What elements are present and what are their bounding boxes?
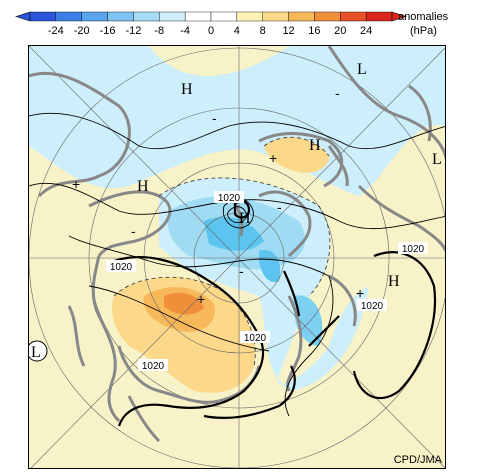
colorbar-cell (314, 11, 341, 22)
positive-anomaly-area (264, 137, 329, 173)
credit-label: CPD/JMA (394, 454, 443, 466)
colorbar-max-arrow (391, 11, 407, 22)
svg-text:1020: 1020 (244, 333, 267, 344)
anomaly-contours (113, 137, 331, 367)
colorbar-cell (133, 11, 160, 22)
svg-text:-: - (239, 263, 244, 279)
high-pressure-label: H (181, 81, 193, 98)
colorbar-tick-label: -4 (180, 25, 190, 37)
colorbar-tick-label: 4 (234, 25, 240, 37)
contour-labels: 1020 1020 1020 1020 1020 1020 (106, 191, 428, 372)
map-panel: 1020 1020 1020 1020 1020 1020 (28, 45, 446, 469)
colorbar: -24 -20 -16 -12 -8 -4 0 4 8 12 16 20 24 anomalies (h… (15, 11, 449, 37)
low-pressure-label: L (357, 61, 367, 78)
strong-negative-anomaly (204, 217, 264, 251)
colorbar-title-line2: (hPa) (410, 25, 437, 37)
svg-text:+: + (197, 291, 205, 307)
centre-markers: + + + + - - - - - (72, 85, 364, 307)
colorbar-cell (262, 11, 289, 22)
colorbar-tick-label: -8 (154, 25, 164, 37)
colorbar-cell (55, 11, 82, 22)
colorbar-title-line1: anomalies (398, 11, 449, 23)
contour-label-1020: 1020 (214, 191, 244, 204)
svg-text:1020: 1020 (110, 262, 133, 273)
svg-text:-: - (335, 85, 340, 101)
colorbar-cells (15, 11, 407, 22)
colorbar-cell (29, 11, 57, 22)
high-pressure-label: H (309, 137, 321, 154)
low-pressure-marker-ring (29, 340, 48, 362)
contour-label-1020: 1020 (138, 359, 168, 372)
high-pressure-label: H (239, 210, 251, 227)
colorbar-cell (236, 11, 263, 22)
contour-1020 (113, 200, 436, 427)
strongest-positive-anomaly (164, 292, 204, 315)
contour-label-1020: 1020 (106, 260, 136, 273)
high-pressure-label: H (137, 178, 149, 195)
colorbar-cell (210, 11, 238, 22)
svg-text:+: + (269, 150, 277, 166)
colorbar-cell (81, 11, 108, 22)
colorbar-tick-label: 12 (282, 25, 294, 37)
colorbar-cell (340, 11, 367, 22)
svg-text:-: - (212, 110, 217, 126)
colorbar-cell (107, 11, 134, 22)
colorbar-tick-label: -16 (100, 25, 116, 37)
coastlines (29, 46, 445, 443)
svg-text:+: + (72, 176, 80, 192)
colorbar-tick-label: 8 (260, 25, 266, 37)
colorbar-tick-label: 16 (308, 25, 320, 37)
colorbar-cell (365, 11, 393, 22)
contour-label-1020: 1020 (398, 242, 428, 255)
low-pressure-label: L (432, 151, 442, 168)
low-pressure-label: L (31, 344, 41, 361)
svg-text:1020: 1020 (402, 244, 425, 255)
svg-text:+: + (356, 285, 364, 301)
polar-map: 1020 1020 1020 1020 1020 1020 (29, 46, 445, 468)
svg-text:1020: 1020 (218, 193, 241, 204)
high-pressure-label: H (388, 273, 400, 290)
svg-text:-: - (131, 223, 136, 239)
colorbar-cell (159, 11, 186, 22)
svg-text:1020: 1020 (361, 301, 384, 312)
colorbar-tick-label: 20 (334, 25, 346, 37)
colorbar-ticks: -24 -20 -16 -12 -8 -4 0 4 8 12 16 20 24 (48, 25, 372, 37)
colorbar-min-arrow (15, 11, 31, 22)
contour-label-1020: 1020 (240, 331, 270, 344)
graticule (29, 46, 445, 468)
colorbar-tick-label: -12 (125, 25, 141, 37)
colorbar-tick-label: 0 (208, 25, 214, 37)
svg-text:1020: 1020 (142, 361, 165, 372)
colorbar-tick-label: 24 (360, 25, 372, 37)
svg-text:-: - (277, 199, 282, 215)
colorbar-tick-label: -24 (48, 25, 64, 37)
colorbar-cell (184, 11, 212, 22)
colorbar-tick-label: -20 (74, 25, 90, 37)
contour-label-1020: 1020 (357, 299, 387, 312)
colorbar-cell (288, 11, 315, 22)
